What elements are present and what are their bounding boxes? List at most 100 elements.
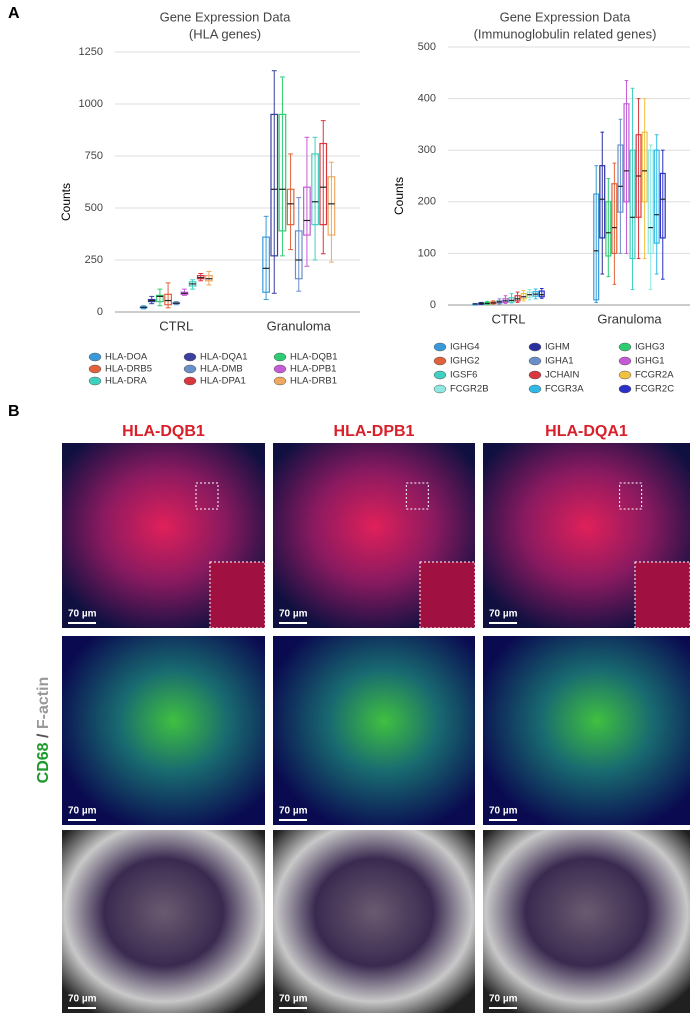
box: [311, 153, 319, 226]
box: [659, 172, 666, 239]
box: [286, 188, 295, 226]
legend-swatch: [273, 364, 287, 374]
y-tick-label: 400: [418, 93, 436, 105]
legend-swatch: [433, 384, 447, 394]
box: [319, 142, 328, 226]
legend-swatch: [88, 376, 102, 386]
box: [278, 113, 287, 232]
scale-bar-label: 70 µm: [279, 806, 308, 817]
scale-bar-label: 70 µm: [489, 994, 518, 1005]
inset: [419, 561, 476, 629]
legend-swatch: [528, 342, 542, 352]
y-tick-label: 200: [418, 196, 436, 208]
micrograph: [483, 636, 690, 825]
y-tick-label: 500: [85, 202, 103, 214]
legend-swatch: [433, 356, 447, 366]
panel-label: A: [8, 5, 20, 22]
legend-swatch: [618, 370, 632, 380]
micrograph: [273, 636, 475, 825]
column-title: HLA-DQA1: [545, 423, 628, 440]
box: [164, 293, 172, 306]
legend-label: HLA-DPA1: [200, 376, 246, 387]
y-tick-label: 750: [85, 150, 103, 162]
box: [156, 294, 164, 303]
legend-label: HLA-DRB1: [290, 376, 337, 387]
chart-title: Gene Expression Data: [160, 9, 292, 24]
scale-bar-label: 70 µm: [68, 806, 97, 817]
legend-label: IGHG2: [450, 356, 480, 367]
legend-label: HLA-DOA: [105, 352, 148, 363]
legend-swatch: [618, 356, 632, 366]
legend-label: FCGR3A: [545, 384, 584, 395]
box: [611, 183, 618, 255]
box: [593, 193, 600, 301]
x-tick-label: CTRL: [492, 311, 526, 326]
legend-label: HLA-DQB1: [290, 352, 338, 363]
legend-label: HLA-DQA1: [200, 352, 248, 363]
legend-swatch: [433, 370, 447, 380]
legend-label: IGHG3: [635, 342, 665, 353]
scale-bar-label: 70 µm: [489, 609, 518, 620]
box: [270, 113, 279, 257]
y-tick-label: 1250: [79, 46, 103, 58]
legend-label: IGHA1: [545, 356, 574, 367]
scale-bar-label: 70 µm: [279, 609, 308, 620]
chart-title: Gene Expression Data: [500, 9, 632, 24]
box: [629, 149, 636, 260]
legend-label: HLA-DRB5: [105, 364, 152, 375]
box: [262, 236, 270, 293]
box: [294, 230, 303, 280]
legend-label: FCGR2B: [450, 384, 489, 395]
box: [623, 103, 630, 203]
box: [641, 131, 648, 203]
legend-swatch: [183, 352, 197, 362]
row-label-part: F-actin: [35, 677, 52, 729]
column-title: HLA-DPB1: [334, 423, 415, 440]
scale-bar-label: 70 µm: [68, 609, 97, 620]
y-tick-label: 1000: [79, 98, 103, 110]
legend-label: IGSF6: [450, 370, 477, 381]
y-tick-label: 0: [97, 306, 103, 318]
y-tick-label: 250: [85, 254, 103, 266]
x-tick-label: Granuloma: [597, 311, 662, 326]
panel-label: B: [8, 403, 20, 420]
y-axis-label: Counts: [392, 177, 406, 215]
y-axis-label: Counts: [59, 183, 73, 221]
legend-label: FCGR2C: [635, 384, 674, 395]
box: [538, 290, 545, 298]
column-title: HLA-DQB1: [122, 423, 205, 440]
scale-bar-label: 70 µm: [279, 994, 308, 1005]
micrograph: [483, 830, 690, 1013]
legend-swatch: [433, 342, 447, 352]
micrograph: [273, 830, 475, 1013]
legend-label: IGHG4: [450, 342, 480, 353]
legend-swatch: [183, 376, 197, 386]
box: [647, 149, 654, 254]
scale-bar-label: 70 µm: [489, 806, 518, 817]
micrograph: [62, 830, 265, 1013]
box: [327, 176, 336, 236]
legend-label: HLA-DRA: [105, 376, 147, 387]
inset: [209, 561, 266, 629]
legend-label: FCGR2A: [635, 370, 674, 381]
legend-swatch: [88, 364, 102, 374]
box: [303, 186, 311, 236]
legend-swatch: [618, 342, 632, 352]
box: [617, 144, 624, 213]
legend-swatch: [273, 376, 287, 386]
micrograph: [62, 636, 265, 825]
x-tick-label: Granuloma: [267, 318, 332, 333]
scale-bar-label: 70 µm: [68, 994, 97, 1005]
legend-swatch: [528, 384, 542, 394]
row-label-part: /: [35, 729, 52, 742]
legend-label: IGHM: [545, 342, 570, 353]
box: [605, 201, 612, 257]
chart-subtitle: (HLA genes): [189, 26, 261, 41]
y-tick-label: 0: [430, 299, 436, 311]
y-tick-label: 300: [418, 144, 436, 156]
legend-swatch: [528, 356, 542, 366]
legend-swatch: [273, 352, 287, 362]
legend-swatch: [88, 352, 102, 362]
